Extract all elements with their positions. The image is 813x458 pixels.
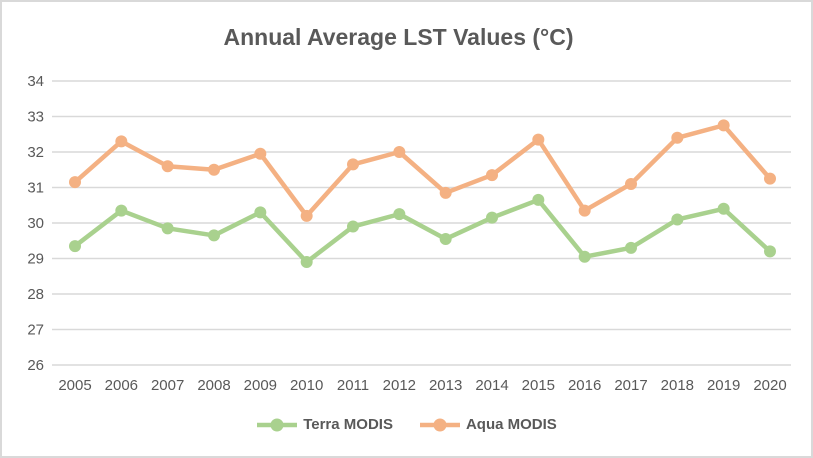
x-axis-tick-label: 2018	[661, 377, 694, 394]
x-axis-tick-label: 2010	[290, 377, 323, 394]
y-axis-tick-label: 26	[27, 357, 44, 374]
x-axis-tick-label: 2006	[105, 377, 138, 394]
x-axis-tick-label: 2009	[244, 377, 277, 394]
terra-modis-data-point	[254, 206, 267, 219]
aqua-modis-data-point	[532, 133, 545, 146]
x-axis-tick-label: 2011	[337, 377, 369, 394]
terra-modis-data-point	[578, 250, 591, 263]
aqua-modis-data-point	[69, 176, 81, 189]
aqua-modis-data-point	[300, 209, 313, 222]
legend-line-marker-icon	[257, 418, 298, 431]
terra-modis-data-point	[69, 240, 81, 253]
y-axis-tick-label: 33	[27, 109, 44, 126]
x-axis-tick-label: 2013	[429, 377, 462, 394]
terra-modis-data-point	[532, 193, 545, 206]
terra-modis-data-point	[625, 241, 637, 254]
legend-item-aqua-modis: Aqua MODIS	[419, 416, 557, 433]
y-axis-tick-label: 31	[27, 180, 44, 197]
terra-modis-data-point	[486, 211, 498, 224]
aqua-modis-line	[72, 123, 773, 219]
terra-modis-data-point	[671, 213, 684, 226]
terra-modis-data-point	[347, 220, 359, 233]
aqua-modis-data-point	[115, 135, 128, 148]
y-axis-tick-label: 32	[27, 144, 44, 161]
aqua-modis-data-point	[393, 146, 406, 158]
x-axis-tick-label: 2012	[383, 377, 416, 394]
terra-modis-data-point	[393, 208, 406, 221]
y-axis-tick-label: 34	[27, 73, 44, 90]
terra-modis-data-point	[439, 232, 452, 245]
x-axis-tick-label: 2016	[568, 377, 601, 394]
x-axis-tick-label: 2007	[151, 377, 184, 394]
y-axis-tick-label: 28	[27, 286, 44, 303]
legend: Terra MODIS Aqua MODIS	[2, 416, 811, 433]
terra-modis-data-point	[717, 202, 730, 215]
legend-line-marker-icon	[419, 418, 460, 431]
x-axis-tick-label: 2014	[475, 377, 508, 394]
terra-modis-line	[72, 197, 773, 265]
chart-title: Annual Average LST Values (°C)	[223, 24, 574, 50]
x-axis-tick-label: 2008	[197, 377, 230, 394]
legend-label: Aqua MODIS	[465, 416, 557, 433]
aqua-modis-data-point	[671, 131, 684, 144]
aqua-modis-data-point	[717, 119, 730, 132]
x-axis-tick-label: 2005	[58, 377, 91, 394]
aqua-modis-data-point	[764, 172, 776, 185]
y-axis-tick-label: 27	[27, 322, 44, 339]
legend-item-terra-modis: Terra MODIS	[256, 416, 393, 433]
x-axis-tick-label: 2020	[753, 377, 786, 394]
x-axis-tick-label: 2015	[522, 377, 555, 394]
y-axis-tick-label: 29	[27, 251, 44, 268]
aqua-modis-data-point	[578, 204, 591, 217]
x-axis-tick-label: 2017	[614, 377, 647, 394]
aqua-modis-data-point	[625, 177, 637, 190]
aqua-modis-data-point	[347, 158, 359, 171]
x-axis-tick-label: 2019	[707, 377, 740, 394]
aqua-modis-data-point	[208, 163, 220, 176]
terra-modis-data-point	[208, 229, 220, 242]
aqua-modis-data-point	[161, 160, 174, 173]
terra-modis-data-point	[161, 222, 174, 235]
y-axis-tick-label: 30	[27, 215, 44, 232]
terra-modis-data-point	[764, 245, 776, 258]
legend-label: Terra MODIS	[303, 416, 393, 433]
terra-modis-data-point	[115, 204, 128, 217]
terra-modis-data-point	[300, 256, 313, 269]
aqua-modis-data-point	[254, 147, 267, 160]
aqua-modis-data-point	[486, 169, 498, 182]
aqua-modis-data-point	[439, 186, 452, 199]
